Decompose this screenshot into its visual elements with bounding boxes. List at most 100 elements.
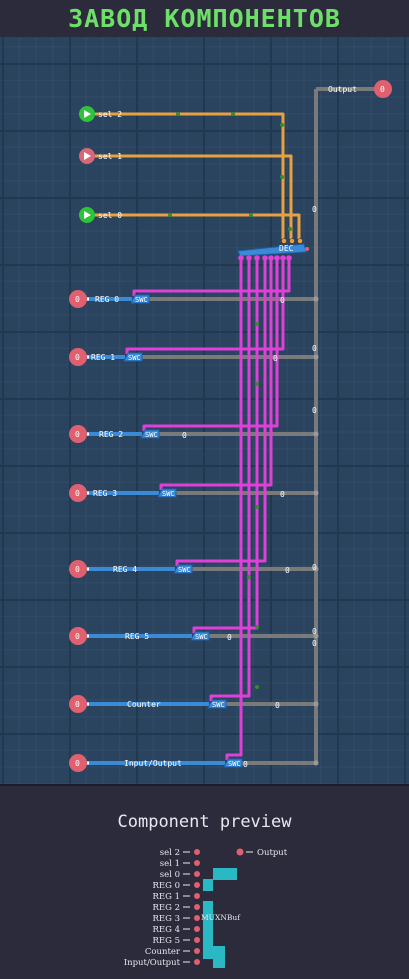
sel2-wire bbox=[95, 112, 285, 239]
register-pin[interactable] bbox=[69, 484, 87, 502]
register-row-2[interactable]: 0 REG 2 SWC bbox=[69, 425, 160, 443]
register-pin[interactable] bbox=[69, 348, 87, 366]
switch-block[interactable] bbox=[207, 699, 227, 709]
preview-output-label: Output bbox=[257, 848, 288, 858]
decoder-output-pin bbox=[254, 255, 260, 261]
page-title: ЗАВОД КОМПОНЕНТОВ bbox=[68, 3, 341, 33]
gray-wires bbox=[141, 87, 378, 766]
pin-stub bbox=[87, 634, 89, 638]
sel-input-0[interactable]: sel 2 bbox=[79, 106, 122, 122]
switch-block[interactable] bbox=[140, 429, 160, 439]
pin-stub bbox=[87, 702, 89, 706]
switch-label: SWC bbox=[128, 354, 141, 362]
switch-block[interactable] bbox=[130, 294, 150, 304]
bus-value-label: 0 bbox=[273, 354, 278, 363]
register-row-0[interactable]: 0 REG 0 SWC bbox=[69, 290, 150, 308]
register-pin[interactable] bbox=[69, 695, 87, 713]
bus-value-label: 0 bbox=[227, 633, 232, 642]
register-label: REG 2 bbox=[99, 430, 123, 439]
pin-stub bbox=[87, 761, 89, 765]
orange-wires bbox=[95, 112, 301, 239]
preview-pin-label: REG 2 bbox=[152, 903, 180, 913]
switch-block[interactable] bbox=[223, 758, 243, 768]
decoder-output-pin bbox=[286, 255, 292, 261]
register-pin-value: 0 bbox=[75, 759, 80, 768]
switch-block[interactable] bbox=[157, 488, 177, 498]
decoder-output-pin bbox=[280, 255, 286, 261]
sel1-wire bbox=[95, 154, 293, 239]
register-row-5[interactable]: 0 REG 5 SWC bbox=[69, 627, 210, 645]
wire-joint bbox=[255, 625, 259, 629]
bus-value-label: 0 bbox=[243, 760, 248, 769]
output-value: 0 bbox=[380, 85, 385, 94]
sel0-wire bbox=[95, 213, 301, 239]
bus-value-label: 0 bbox=[280, 490, 285, 499]
pin-stub bbox=[87, 355, 89, 359]
decoder-block[interactable] bbox=[237, 243, 307, 257]
register-row-6[interactable]: 0 Counter SWC bbox=[69, 695, 227, 713]
sel-input-label: sel 0 bbox=[98, 211, 122, 220]
register-label: REG 4 bbox=[113, 565, 137, 574]
preview-component-label: MUXNBuf bbox=[201, 913, 241, 922]
play-icon bbox=[84, 152, 91, 160]
wire-joint bbox=[176, 112, 180, 116]
decoder-input-pin bbox=[297, 238, 303, 244]
decoder-output-pin bbox=[262, 255, 268, 261]
bus-value-label: 0 bbox=[312, 406, 317, 415]
register-pin-value: 0 bbox=[75, 632, 80, 641]
decoder-output-wire bbox=[175, 258, 267, 566]
preview-output-pin bbox=[236, 848, 244, 856]
switch-block[interactable] bbox=[173, 564, 193, 574]
preview-pin-label: REG 4 bbox=[152, 925, 180, 935]
output-pin[interactable] bbox=[374, 80, 392, 98]
wire-joint bbox=[255, 505, 259, 509]
register-pin[interactable] bbox=[69, 560, 87, 578]
preview-pin-label: Input/Output bbox=[124, 958, 181, 968]
preview-pin bbox=[194, 893, 200, 899]
switch-label: SWC bbox=[145, 431, 158, 439]
preview-pin-label: sel 1 bbox=[160, 859, 180, 869]
register-pin-value: 0 bbox=[75, 295, 80, 304]
decoder-enable-pin bbox=[305, 247, 309, 251]
register-label: REG 5 bbox=[125, 632, 149, 641]
preview-component-body bbox=[213, 946, 225, 968]
register-pin[interactable] bbox=[69, 627, 87, 645]
register-pin[interactable] bbox=[69, 425, 87, 443]
register-row-3[interactable]: 0 REG 3 SWC bbox=[69, 484, 177, 502]
sel-input-2[interactable]: sel 0 bbox=[79, 207, 122, 223]
register-pin-value: 0 bbox=[75, 353, 80, 362]
preview-pin bbox=[194, 904, 200, 910]
register-label: Input/Output bbox=[124, 759, 182, 768]
register-pin[interactable] bbox=[69, 754, 87, 772]
preview-pin bbox=[194, 860, 200, 866]
switch-label: SWC bbox=[135, 296, 148, 304]
decoder-output-pin bbox=[238, 255, 244, 261]
sel-input-1[interactable]: sel 1 bbox=[79, 148, 122, 164]
sel-input-label: sel 2 bbox=[98, 110, 122, 119]
wire-joint bbox=[288, 227, 292, 231]
circuit-board[interactable]: 0 0 0 0 0 0 0 0 0 0 0 0 0 0 DEC sel 2 sel 1 sel 0 Output 0 0… bbox=[0, 37, 409, 784]
register-pin[interactable] bbox=[69, 290, 87, 308]
divider bbox=[0, 784, 409, 786]
register-row-4[interactable]: 0 REG 4 SWC bbox=[69, 560, 193, 578]
register-label: REG 1 bbox=[91, 353, 115, 362]
preview-pin bbox=[194, 849, 200, 855]
switch-block[interactable] bbox=[123, 352, 143, 362]
switch-block[interactable] bbox=[190, 631, 210, 641]
register-row-7[interactable]: 0 Input/Output SWC bbox=[69, 754, 243, 772]
bus-value-label: 0 bbox=[312, 563, 317, 572]
register-pin-value: 0 bbox=[75, 700, 80, 709]
component-preview-panel: Component preview sel 2 sel 1 sel 0 REG 0 RE… bbox=[0, 786, 409, 979]
pin-stub bbox=[87, 432, 89, 436]
register-row-1[interactable]: 0 REG 1 SWC bbox=[69, 348, 143, 366]
decoder-output-wire bbox=[125, 258, 285, 354]
preview-title: Component preview bbox=[117, 812, 292, 832]
decoder-output-pin bbox=[274, 255, 280, 261]
decoder-output-wire bbox=[159, 258, 273, 490]
preview-pin bbox=[194, 871, 200, 877]
preview-pin bbox=[194, 937, 200, 943]
bus-value-label: 0 bbox=[312, 627, 317, 636]
title-bar: ЗАВОД КОМПОНЕНТОВ bbox=[0, 0, 409, 36]
preview-component-body bbox=[203, 901, 213, 959]
